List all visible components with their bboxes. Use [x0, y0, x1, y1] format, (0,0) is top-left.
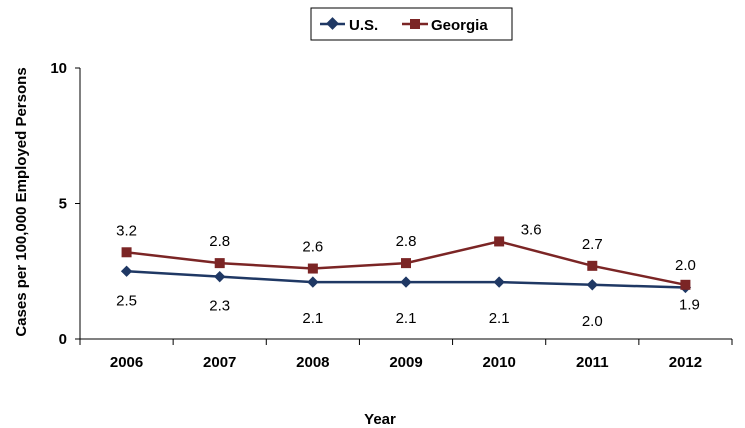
series-layer: 2.5 2.3 2.1 2.1 2.1 2.0 1.9 3.2 2.8 2.6 2.8 3.6 2.7 2…	[116, 221, 700, 329]
us-data-label: 1.9	[679, 297, 700, 314]
legend-us-marker-icon	[326, 17, 339, 30]
x-tick-label: 2010	[482, 354, 515, 371]
georgia-data-label: 2.7	[582, 236, 603, 253]
us-data-point	[120, 265, 133, 277]
us-data-point	[493, 276, 505, 288]
legend-georgia-label: Georgia	[431, 17, 488, 34]
us-data-point	[307, 276, 319, 288]
x-tick-label: 2008	[296, 354, 329, 371]
legend-us-label: U.S.	[349, 17, 378, 34]
georgia-data-label: 2.8	[396, 233, 417, 250]
georgia-data-label: 2.8	[209, 233, 230, 250]
us-data-label: 2.3	[209, 298, 230, 315]
georgia-data-label: 2.0	[675, 257, 696, 274]
y-ticks: 0 5 10	[50, 60, 80, 348]
us-data-label: 2.1	[489, 310, 510, 327]
georgia-data-point	[307, 263, 318, 274]
us-data-label: 2.5	[116, 292, 137, 309]
us-data-label: 2.1	[396, 310, 417, 327]
georgia-data-point	[214, 258, 225, 269]
us-data-point	[586, 279, 598, 291]
georgia-data-point	[494, 236, 505, 247]
x-tick-label: 2012	[669, 354, 702, 371]
x-axis-title: Year	[364, 411, 396, 428]
georgia-data-point	[401, 258, 411, 269]
y-tick-label: 10	[50, 60, 67, 77]
georgia-data-label: 2.6	[302, 239, 323, 256]
x-ticks: 2006 2007 2008 2009 2010 2011 2012	[79, 339, 733, 371]
y-tick-label: 0	[59, 331, 67, 348]
legend: U.S. Georgia	[310, 7, 513, 41]
legend-georgia-marker-icon	[410, 19, 420, 29]
x-tick-label: 2007	[203, 354, 236, 371]
georgia-data-point	[121, 247, 132, 258]
us-data-point	[214, 271, 226, 283]
x-tick-label: 2006	[110, 354, 143, 371]
georgia-data-label: 3.2	[116, 222, 137, 239]
y-tick-label: 5	[59, 196, 67, 213]
x-tick-label: 2009	[389, 354, 422, 371]
x-tick-label: 2011	[576, 354, 609, 371]
us-data-label: 2.0	[582, 313, 603, 330]
georgia-data-point	[680, 279, 691, 290]
y-axis-title: Cases per 100,000 Employed Persons	[13, 67, 30, 336]
us-data-label: 2.1	[302, 310, 323, 327]
us-data-point	[400, 276, 412, 288]
georgia-data-point	[587, 260, 598, 271]
georgia-data-label: 3.6	[521, 221, 542, 238]
